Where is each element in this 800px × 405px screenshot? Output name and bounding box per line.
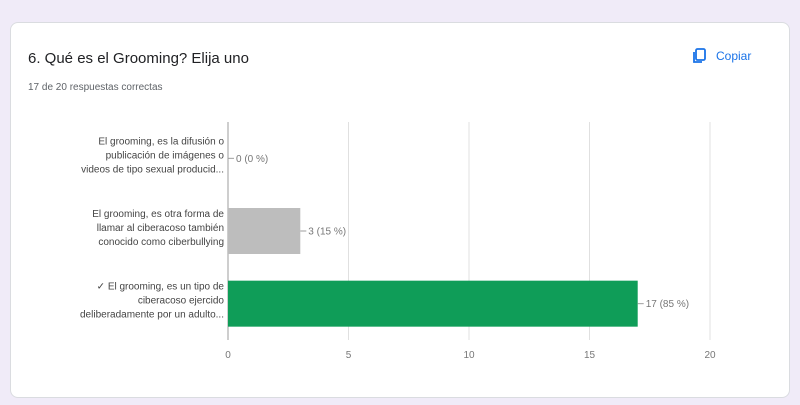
x-tick-label: 20 xyxy=(704,350,716,361)
bar xyxy=(228,208,301,254)
value-label: 3 (15 %) xyxy=(308,227,346,238)
value-label: 0 (0 %) xyxy=(236,154,268,165)
copy-icon xyxy=(690,47,708,65)
x-tick-label: 0 xyxy=(225,350,231,361)
copy-button[interactable]: Copiar xyxy=(690,47,751,65)
x-tick-label: 15 xyxy=(584,350,596,361)
bar xyxy=(228,280,638,327)
x-tick-label: 10 xyxy=(463,350,475,361)
category-label: ✓ El grooming, es un tipo de ciberacoso e… xyxy=(80,282,224,321)
x-tick-label: 5 xyxy=(346,350,352,361)
question-title: 6. Qué es el Grooming? Elija uno xyxy=(28,50,249,67)
value-label: 17 (85 %) xyxy=(646,299,689,310)
category-label: El grooming, es otra forma de llamar al c… xyxy=(92,209,224,248)
category-label: El grooming, es la difusión o publicación… xyxy=(81,136,224,175)
copy-label: Copiar xyxy=(716,49,752,63)
question-card xyxy=(10,22,790,398)
response-summary: 17 de 20 respuestas correctas xyxy=(28,82,163,93)
